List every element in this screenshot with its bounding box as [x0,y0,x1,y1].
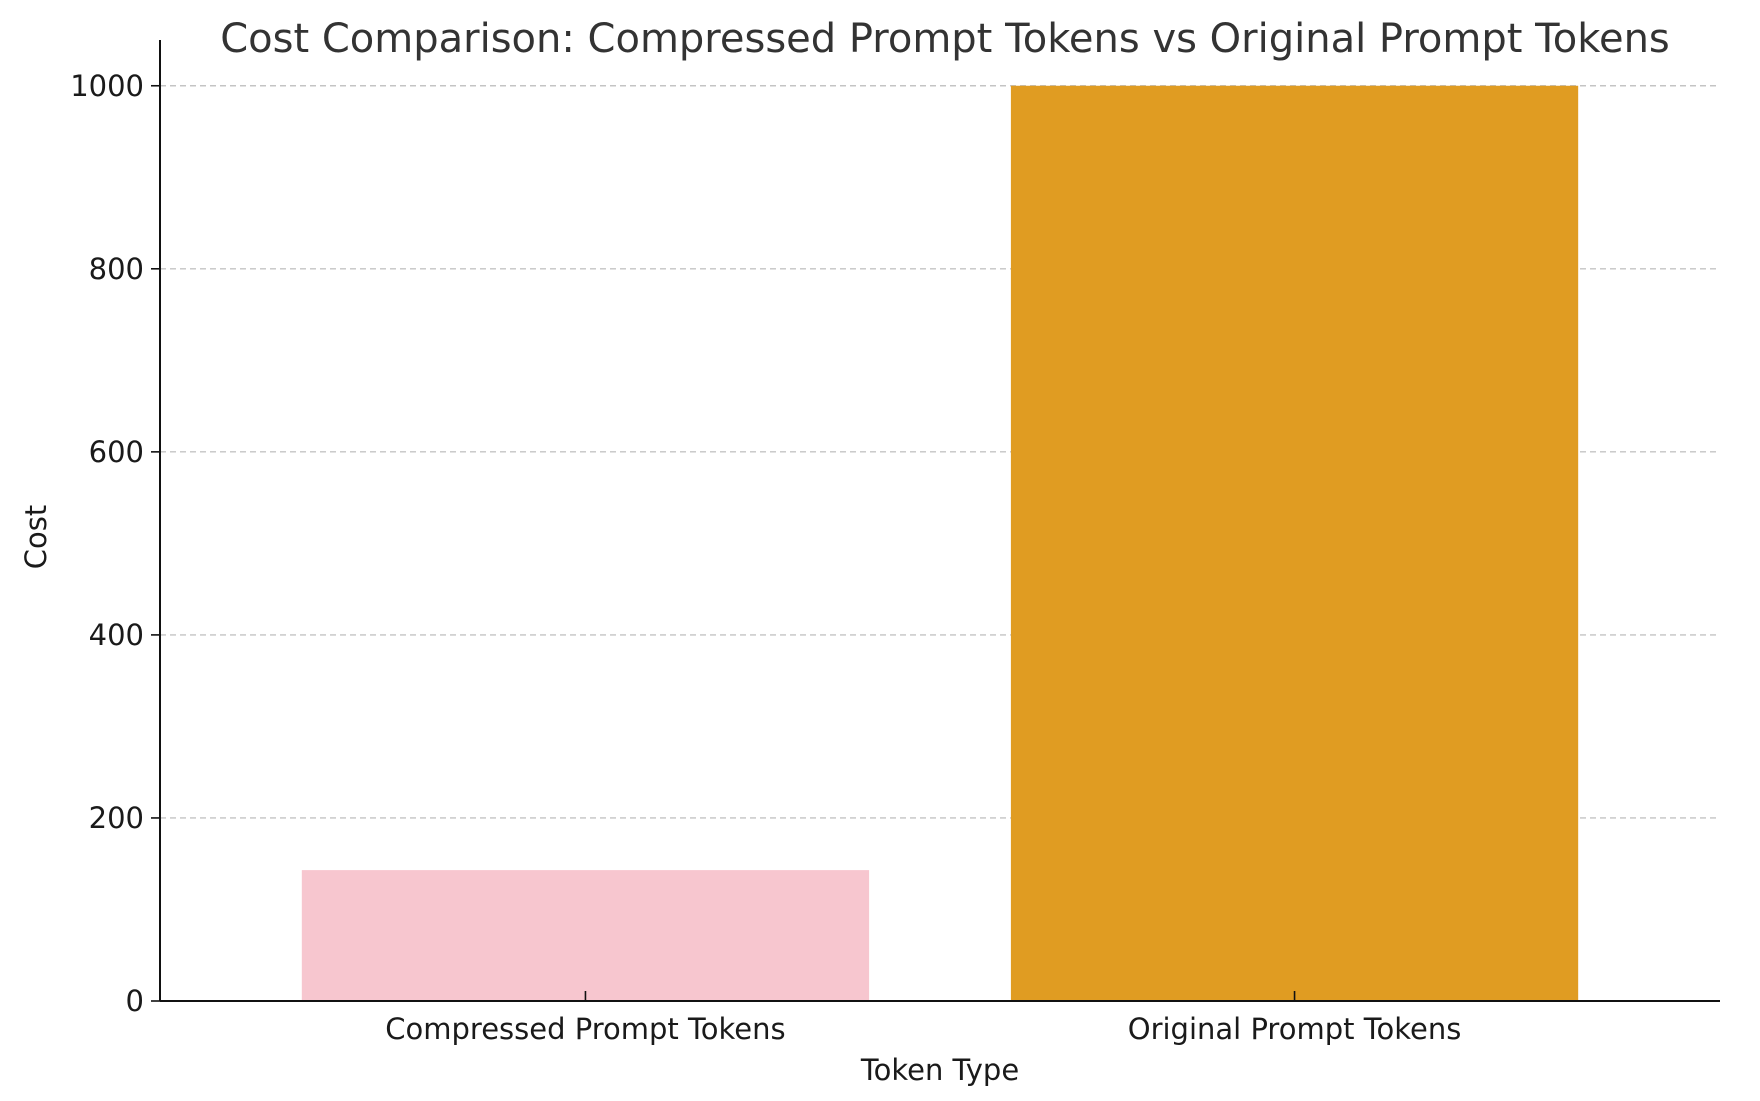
chart-title: Cost Comparison: Compressed Prompt Token… [220,16,1670,62]
y-axis-ticks: 0 200 400 600 800 1000 [70,69,160,1018]
x-axis-ticks: Compressed Prompt Tokens Original Prompt … [385,991,1461,1046]
y-tick-label: 800 [89,252,144,286]
x-tick-label: Original Prompt Tokens [1128,1012,1462,1046]
y-tick-label: 400 [89,618,144,652]
x-axis-label: Token Type [860,1053,1019,1087]
y-tick-label: 0 [126,984,144,1018]
bar-1 [1010,85,1579,1001]
y-tick-label: 600 [89,435,144,469]
axes [159,40,1720,1002]
bar-0 [301,870,870,1001]
y-tick-label: 200 [89,801,144,835]
y-tick-label: 1000 [70,69,144,103]
bars [301,85,1579,1001]
y-axis-label: Cost [19,505,53,569]
x-tick-label: Compressed Prompt Tokens [385,1012,785,1046]
